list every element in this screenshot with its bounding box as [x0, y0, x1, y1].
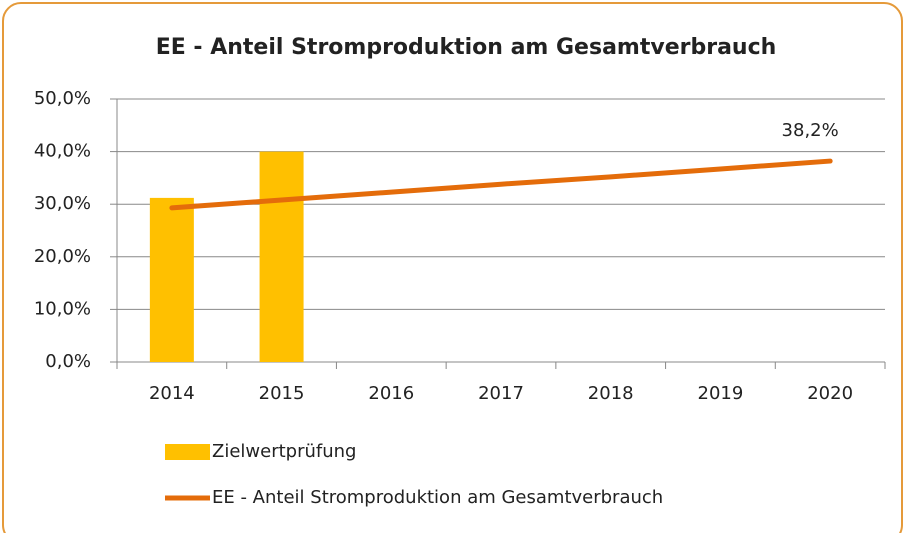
data-label: 38,2% [782, 120, 839, 141]
y-tick-label: 50,0% [34, 88, 91, 109]
legend-label: EE - Anteil Stromproduktion am Gesamtver… [212, 487, 663, 508]
x-tick-label: 2018 [588, 383, 634, 404]
x-tick-label: 2016 [368, 383, 414, 404]
y-tick-label: 30,0% [34, 193, 91, 214]
y-tick-label: 0,0% [45, 351, 91, 372]
bar [149, 197, 194, 362]
x-tick-label: 2020 [807, 383, 853, 404]
x-tick-label: 2014 [149, 383, 195, 404]
x-tick-label: 2017 [478, 383, 524, 404]
x-tick-label: 2015 [259, 383, 305, 404]
bar [259, 151, 304, 362]
y-tick-label: 40,0% [34, 141, 91, 162]
line [169, 158, 833, 211]
y-tick-label: 20,0% [34, 246, 91, 267]
legend-label: Zielwertprüfung [212, 441, 356, 462]
y-tick-label: 10,0% [34, 298, 91, 319]
chart-title: EE - Anteil Stromproduktion am Gesamtver… [156, 35, 777, 60]
x-tick-label: 2019 [698, 383, 744, 404]
legend-swatch [165, 444, 210, 460]
